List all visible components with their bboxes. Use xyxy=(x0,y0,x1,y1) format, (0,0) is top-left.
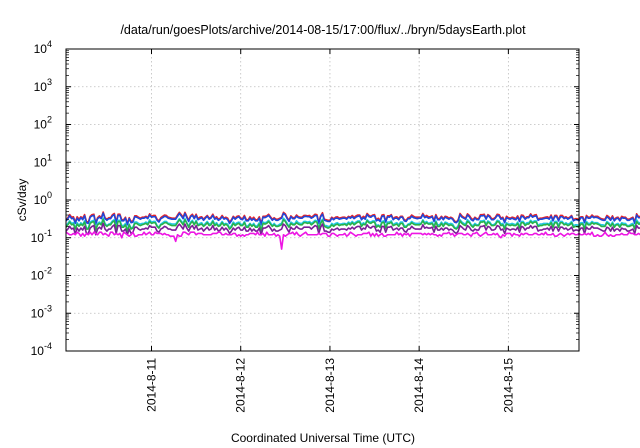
series-layer xyxy=(65,211,640,250)
y-tick-label: 10-2 xyxy=(31,266,52,283)
chart-title: /data/run/goesPlots/archive/2014-08-15/1… xyxy=(120,23,526,37)
x-tick-label: 2014-8-13 xyxy=(323,358,337,413)
y-tick-label: 10-4 xyxy=(31,341,52,358)
grid xyxy=(66,49,579,351)
y-tick-exponent: -3 xyxy=(44,303,52,313)
x-axis-label: Coordinated Universal Time (UTC) xyxy=(231,431,415,445)
y-tick-exponent: -4 xyxy=(44,341,52,351)
y-tick-label: 102 xyxy=(34,115,52,132)
series-line-5 xyxy=(65,222,640,236)
y-tick-exponent: 0 xyxy=(47,190,52,200)
y-tick-label: 104 xyxy=(34,39,52,56)
x-axis: 2014-8-11 2014-8-12 2014-8-13 2014-8-14 2014… xyxy=(145,49,515,413)
series-line-2 xyxy=(65,212,640,226)
y-tick-exponent: 3 xyxy=(47,77,52,87)
x-tick-label: 2014-8-15 xyxy=(501,358,515,413)
x-tick-label: 2014-8-12 xyxy=(234,358,248,413)
x-tick-label: 2014-8-14 xyxy=(412,358,426,413)
y-tick-exponent: 1 xyxy=(47,152,52,162)
x-tick-label: 2014-8-11 xyxy=(145,358,159,412)
y-tick-exponent: 4 xyxy=(47,39,52,49)
y-tick-exponent: 2 xyxy=(47,115,52,125)
series-line-4 xyxy=(65,218,640,232)
y-tick-label: 10-1 xyxy=(31,228,52,245)
y-tick-label: 10-3 xyxy=(31,303,52,320)
y-tick-exponent: -1 xyxy=(44,228,52,238)
y-tick-label: 100 xyxy=(34,190,52,207)
y-tick-label: 103 xyxy=(34,77,52,94)
series-line-6 xyxy=(65,231,640,250)
y-tick-exponent: -2 xyxy=(44,266,52,276)
y-axis-label: cSv/day xyxy=(15,179,29,222)
y-tick-label: 101 xyxy=(34,152,52,169)
